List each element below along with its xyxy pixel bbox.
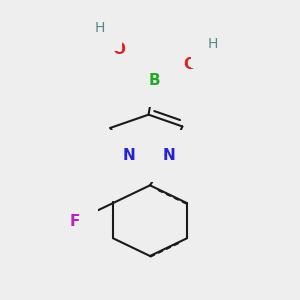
Text: N: N [123, 148, 136, 164]
Text: F: F [70, 214, 80, 229]
Text: N: N [163, 148, 175, 164]
Text: B: B [148, 73, 160, 88]
Text: H: H [95, 21, 105, 35]
Text: O: O [183, 57, 196, 72]
Text: O: O [112, 42, 126, 57]
Text: H: H [208, 37, 218, 51]
